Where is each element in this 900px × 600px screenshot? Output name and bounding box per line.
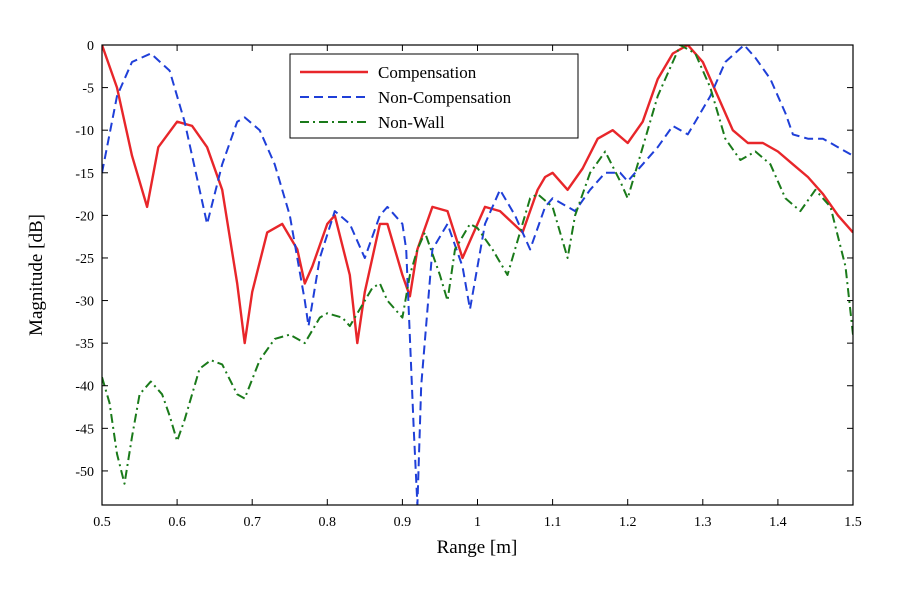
x-axis-title: Range [m] (437, 537, 518, 558)
legend-box (289, 53, 579, 139)
x-tick-label: 0.7 (243, 515, 261, 530)
legend-label: Non-Wall (378, 113, 445, 132)
y-tick-label: -20 (75, 209, 94, 224)
x-tick-label: 1 (474, 515, 481, 530)
x-tick-label: 1.2 (619, 515, 637, 530)
x-tick-label: 0.6 (168, 515, 186, 530)
x-tick-label: 0.8 (319, 515, 337, 530)
y-tick-label: -30 (75, 295, 94, 310)
x-tick-label: 1.4 (769, 515, 787, 530)
series-line-non-wall (102, 45, 853, 485)
plot-lines (102, 45, 853, 505)
legend: Compensation Non-Compensation Non-Wall (289, 53, 579, 139)
y-axis-title: Magnitude [dB] (26, 214, 47, 336)
series-line-non-compensation (102, 45, 853, 505)
y-tick-label: -25 (75, 252, 94, 267)
y-tick-label: -40 (75, 380, 94, 395)
y-tick-label: 0 (87, 39, 94, 54)
legend-label: Compensation (378, 63, 477, 82)
y-tick-label: -5 (82, 82, 94, 97)
x-tick-label: 1.5 (844, 515, 862, 530)
y-tick-label: -35 (75, 337, 94, 352)
y-tick-label: -45 (75, 422, 94, 437)
y-axis: 0 -5 -10 -15 -20 -25 -30 -35 -40 -45 -50 (75, 39, 853, 480)
x-tick-label: 0.9 (394, 515, 412, 530)
x-tick-label: 0.5 (93, 515, 111, 530)
series-line-compensation (102, 45, 853, 345)
x-tick-label: 1.1 (544, 515, 562, 530)
x-axis: 0.5 0.6 0.7 0.8 0.9 1 1.1 1.2 1.3 1.4 1.5 (93, 45, 862, 530)
legend-label: Non-Compensation (378, 88, 512, 107)
y-tick-label: -15 (75, 167, 94, 182)
y-tick-label: -50 (75, 465, 94, 480)
x-tick-label: 1.3 (694, 515, 712, 530)
y-tick-label: -10 (75, 124, 94, 139)
